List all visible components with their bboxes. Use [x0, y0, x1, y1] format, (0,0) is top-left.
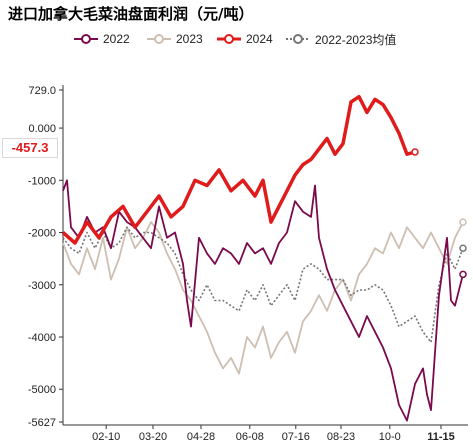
series-line-2022: [62, 179, 464, 422]
y-tick-label: 729.0: [28, 85, 56, 97]
x-tick-label: 06-08: [236, 431, 264, 443]
legend-item-average[interactable]: 2022-2023均值: [285, 28, 396, 50]
series-layer: [61, 94, 467, 422]
x-tick-label: 03-20: [139, 431, 167, 443]
series-end-point-2024: [411, 148, 419, 156]
y-tick-label: 0.000: [28, 123, 56, 135]
x-axis-ticks: 02-10 03-20 04-28 06-08 07-16 08-23 10-0 11-15: [92, 425, 455, 443]
y-tick-label: -5000: [28, 384, 56, 396]
legend-label-2022: 2022: [103, 32, 130, 46]
x-tick-label: 04-28: [187, 431, 215, 443]
x-tick-label: 07-16: [282, 431, 310, 443]
y-tick-label: -4000: [28, 332, 56, 344]
legend-swatch-icon: [217, 34, 241, 44]
legend-item-2024[interactable]: 2024: [216, 28, 273, 50]
legend-item-2023[interactable]: 2023: [146, 28, 203, 50]
x-tick-label: 08-23: [327, 431, 355, 443]
series-line-2023: [62, 221, 464, 375]
legend-label-2024: 2024: [246, 32, 273, 46]
legend-swatch-icon: [74, 34, 98, 44]
current-value-label: -457.3: [2, 138, 58, 158]
series-end-point-2023: [459, 218, 467, 226]
legend-item-2022[interactable]: 2022: [73, 28, 130, 50]
x-tick-label: 11-15: [427, 431, 455, 443]
y-tick-label: -3000: [28, 280, 56, 292]
y-tick-label: -1000: [28, 175, 56, 187]
series-line-2024: [61, 94, 416, 245]
y-tick-label: -5627: [28, 417, 56, 429]
legend-swatch-icon: [286, 34, 310, 44]
series-end-point-2022-2023均值: [459, 244, 467, 252]
x-tick-label: 10-0: [379, 431, 401, 443]
legend-swatch-icon: [147, 34, 171, 44]
legend-label-average: 2022-2023均值: [315, 32, 397, 47]
chart-title: 进口加拿大毛菜油盘面利润（元/吨）: [8, 5, 254, 23]
chart-legend: 2022 2023 2024 2022-2023均值: [0, 28, 473, 50]
y-tick-label: -2000: [28, 228, 56, 240]
x-tick-label: 02-10: [92, 431, 120, 443]
series-line-2022-2023均值: [62, 226, 464, 344]
series-end-point-2022: [459, 270, 467, 279]
legend-label-2023: 2023: [176, 32, 203, 46]
y-axis-ticks: 729.0 0.000 -1000 -2000 -3000 -4000 -5000 -5627: [28, 85, 63, 429]
